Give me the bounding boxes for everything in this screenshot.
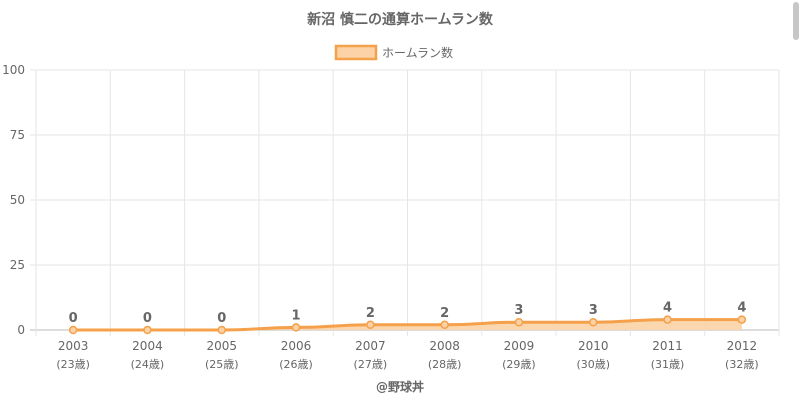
data-label-2003: 0 [69, 311, 78, 326]
data-point-2008 [440, 320, 449, 330]
y-tick-label-0: 0 [17, 323, 25, 337]
credit-text: @野球丼 [376, 379, 424, 394]
data-point-2005 [217, 325, 226, 335]
data-label-2008: 2 [440, 306, 449, 321]
x-tick-label-2009: 2009 [504, 339, 535, 353]
data-label-2006: 1 [292, 308, 301, 323]
x-tick-label-2007: 2007 [355, 339, 386, 353]
data-point-2003 [68, 325, 78, 335]
x-tick-sublabel-2012: (32歳) [725, 358, 759, 371]
x-tick-label-2008: 2008 [429, 339, 460, 353]
data-point-2009 [514, 317, 524, 327]
data-point-2004 [143, 325, 152, 335]
x-tick-sublabel-2005: (25歳) [205, 358, 239, 371]
y-tick-label-25: 25 [10, 258, 25, 272]
data-point-2007 [366, 320, 375, 330]
x-tick-label-2011: 2011 [652, 339, 683, 353]
y-tick-label-100: 100 [2, 63, 25, 77]
x-tick-label-2006: 2006 [281, 339, 312, 353]
legend-swatch [334, 44, 378, 61]
x-tick-label-2012: 2012 [727, 339, 758, 353]
x-tick-sublabel-2010: (30歳) [576, 358, 610, 371]
x-tick-sublabel-2011: (31歳) [651, 358, 685, 371]
x-tick-label-2010: 2010 [578, 339, 609, 353]
scrollbar-thumb[interactable] [793, 2, 799, 40]
chart-title: 新沼 慎二の通算ホームラン数 [307, 11, 494, 28]
data-point-2010 [589, 317, 598, 327]
y-tick-label-50: 50 [10, 193, 25, 207]
legend-label: ホームラン数 [382, 45, 453, 60]
data-point-2006 [291, 323, 301, 332]
series-homeruns [68, 315, 747, 335]
x-tick-sublabel-2006: (26歳) [279, 358, 313, 371]
data-label-2009: 3 [514, 303, 523, 318]
data-label-2004: 0 [143, 311, 152, 326]
x-tick-label-2003: 2003 [58, 339, 89, 353]
x-tick-label-2005: 2005 [206, 339, 237, 353]
y-tick-label-75: 75 [10, 128, 25, 142]
gridlines [30, 69, 780, 336]
data-label-2005: 0 [217, 311, 226, 326]
data-label-2011: 4 [663, 301, 672, 316]
y-axis: 0 25 50 75 100 [2, 63, 25, 337]
data-labels: 0 0 0 1 2 2 3 3 4 4 [69, 301, 747, 326]
data-label-2012: 4 [737, 301, 746, 316]
x-tick-label-2004: 2004 [132, 339, 163, 353]
x-tick-sublabel-2007: (27歳) [354, 358, 388, 371]
data-point-2011 [663, 315, 672, 324]
series-line [73, 318, 742, 332]
x-tick-sublabel-2003: (23歳) [56, 358, 90, 371]
data-label-2010: 3 [589, 303, 598, 318]
data-point-2012 [737, 315, 747, 324]
x-tick-sublabel-2004: (24歳) [131, 358, 165, 371]
legend[interactable]: ホームラン数 [334, 44, 453, 61]
data-label-2007: 2 [366, 306, 375, 321]
x-axis: 2003 (23歳) 2004 (24歳) 2005 (25歳) 2006 (26歳) 2007… [56, 339, 758, 371]
x-tick-sublabel-2008: (28歳) [428, 358, 462, 371]
x-tick-sublabel-2009: (29歳) [502, 358, 536, 371]
